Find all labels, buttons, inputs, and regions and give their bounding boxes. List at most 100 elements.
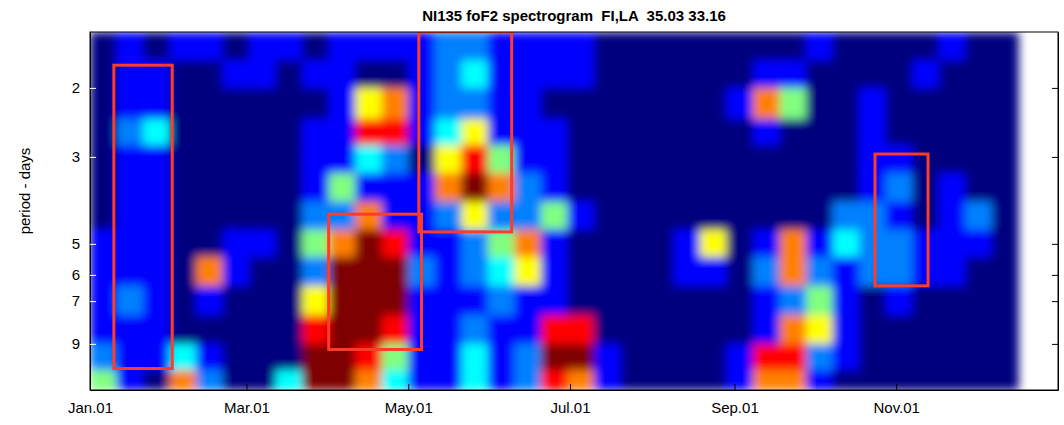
cell (700, 145, 727, 173)
cell (355, 88, 382, 120)
cell (117, 119, 144, 146)
cell (780, 286, 807, 316)
y-axis-line (90, 33, 91, 391)
cell (461, 88, 488, 120)
cell (992, 286, 1019, 316)
cell (673, 315, 700, 344)
cell (673, 230, 700, 258)
cell (886, 257, 913, 286)
cell (594, 173, 621, 202)
cell (886, 60, 913, 88)
cell (806, 257, 833, 286)
cell (726, 344, 753, 371)
cell (594, 119, 621, 146)
cell (302, 230, 329, 258)
cell (965, 344, 992, 371)
cell (753, 32, 780, 61)
y-axis-title: period - days (16, 148, 33, 235)
cell (488, 315, 515, 344)
cell (594, 286, 621, 316)
cell (700, 173, 727, 202)
cell (249, 286, 276, 316)
cell (382, 202, 409, 231)
cell (833, 286, 860, 316)
highlight-box (419, 32, 512, 232)
cell (647, 257, 674, 286)
x-tick: Mar.01 (224, 384, 270, 416)
cell (780, 315, 807, 344)
cell (435, 286, 462, 316)
cell (435, 173, 462, 202)
cell (461, 32, 488, 61)
cell (859, 119, 886, 146)
cell (329, 145, 356, 173)
cell (435, 257, 462, 286)
cell (939, 60, 966, 88)
cell (753, 286, 780, 316)
cell (594, 60, 621, 88)
cell (567, 145, 594, 173)
cell (620, 370, 647, 390)
cell (700, 119, 727, 146)
y-tick-right (1052, 244, 1058, 245)
cell (912, 202, 939, 231)
cell (965, 60, 992, 88)
cell (143, 230, 170, 258)
y-tick-right (1052, 88, 1058, 89)
cell (249, 88, 276, 120)
cell (117, 173, 144, 202)
cell (620, 32, 647, 61)
cell (408, 32, 435, 61)
cell (833, 230, 860, 258)
cell (833, 315, 860, 344)
cell (620, 145, 647, 173)
cell (488, 257, 515, 286)
cell (567, 315, 594, 344)
cell (753, 344, 780, 371)
cell (541, 60, 568, 88)
cell (833, 88, 860, 120)
cell (355, 370, 382, 390)
cell (886, 88, 913, 120)
cell (302, 145, 329, 173)
cell (700, 230, 727, 258)
y-axis-right-line (1058, 33, 1059, 391)
cell (541, 286, 568, 316)
cell (170, 32, 197, 61)
cell (700, 88, 727, 120)
cell (806, 286, 833, 316)
cell (382, 286, 409, 316)
cell (143, 173, 170, 202)
x-tick-label: Jul.01 (551, 399, 591, 416)
cell (514, 32, 541, 61)
y-tick: 3 (72, 148, 96, 165)
cell (726, 315, 753, 344)
cell (620, 60, 647, 88)
cell (726, 257, 753, 286)
cell (355, 32, 382, 61)
cell (753, 119, 780, 146)
cell (780, 119, 807, 146)
cell (673, 202, 700, 231)
y-tick-mark (90, 275, 96, 276)
cell (567, 32, 594, 61)
cell (302, 32, 329, 61)
chart: Jan.01Mar.01May.01Jul.01Sep.01Nov.012356… (0, 0, 1064, 425)
cell (780, 145, 807, 173)
x-tick-mark (408, 384, 409, 390)
cell (886, 286, 913, 316)
cell (355, 202, 382, 231)
cell (726, 202, 753, 231)
cell (965, 32, 992, 61)
cell (833, 145, 860, 173)
cell (594, 230, 621, 258)
cell (992, 32, 1019, 61)
x-tick-mark (246, 384, 247, 390)
cell (620, 88, 647, 120)
cell (461, 257, 488, 286)
cell (939, 315, 966, 344)
cell (753, 315, 780, 344)
cell (992, 370, 1019, 390)
cell (90, 370, 117, 390)
cell (567, 173, 594, 202)
